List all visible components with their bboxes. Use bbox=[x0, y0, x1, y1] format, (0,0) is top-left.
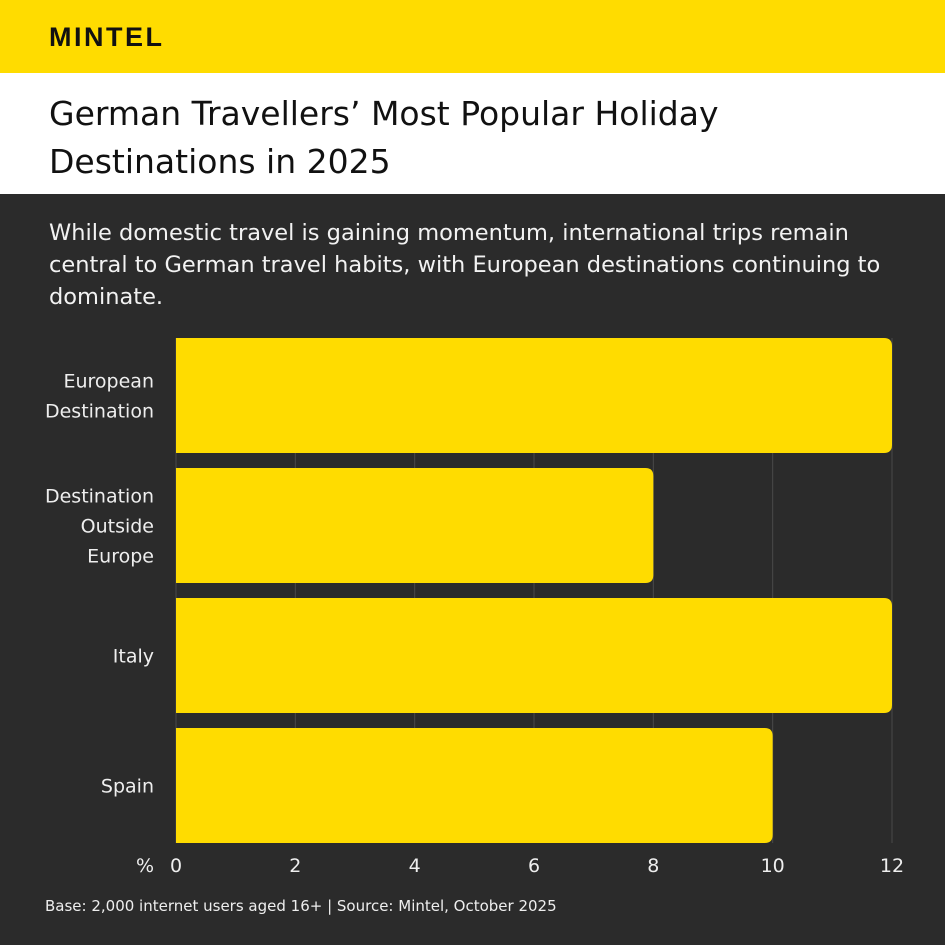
x-tick-label: 4 bbox=[409, 855, 421, 877]
category-label: European Destination bbox=[45, 371, 154, 423]
chart-title: German Travellers’ Most Popular Holiday … bbox=[49, 94, 719, 181]
mintel-logo: MINTEL bbox=[49, 22, 165, 52]
category-label: Spain bbox=[101, 776, 154, 798]
bar bbox=[176, 598, 892, 713]
bar bbox=[176, 728, 773, 843]
category-label: Destination Outside Europe bbox=[45, 486, 154, 568]
x-tick-label: 8 bbox=[647, 855, 659, 877]
chart-subtitle: While domestic travel is gaining momentu… bbox=[49, 220, 881, 310]
bar bbox=[176, 338, 892, 453]
x-tick-label: 12 bbox=[880, 855, 904, 877]
category-label: Italy bbox=[113, 646, 154, 668]
x-tick-label: 0 bbox=[170, 855, 182, 877]
bar bbox=[176, 468, 654, 583]
title-bar bbox=[0, 73, 945, 194]
x-tick-label: 10 bbox=[761, 855, 785, 877]
x-axis-label: % bbox=[136, 855, 154, 877]
x-tick-label: 2 bbox=[289, 855, 301, 877]
brand-bar: MINTEL bbox=[0, 0, 945, 73]
source-note: Base: 2,000 internet users aged 16+ | So… bbox=[45, 897, 557, 915]
x-tick-label: 6 bbox=[528, 855, 540, 877]
